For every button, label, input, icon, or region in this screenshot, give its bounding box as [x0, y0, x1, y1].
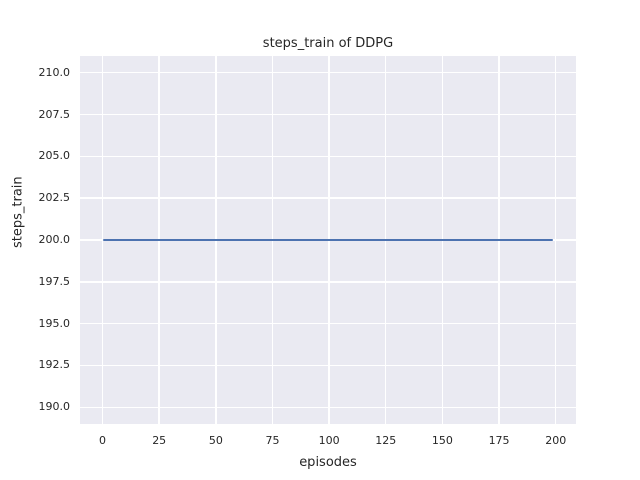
- x-tick-label: 50: [208, 434, 223, 447]
- gridline-horizontal: [80, 322, 576, 325]
- gridline-horizontal: [80, 197, 576, 199]
- x-tick-label: 0: [99, 434, 107, 447]
- y-tick-label: 197.5: [38, 274, 71, 288]
- x-tick-label: 150: [431, 434, 453, 447]
- gridline-horizontal: [80, 364, 576, 367]
- y-tick-label: 200.0: [38, 233, 71, 246]
- gridline-horizontal: [80, 281, 576, 283]
- gridline-horizontal: [80, 72, 576, 74]
- y-tick-label: 190.0: [38, 400, 71, 414]
- gridline-horizontal: [80, 155, 576, 158]
- x-tick-label: 125: [375, 434, 397, 447]
- y-tick-label: 207.5: [38, 107, 71, 121]
- x-axis-label: episodes: [299, 455, 357, 470]
- y-tick-label: 210.0: [38, 65, 71, 79]
- x-tick-label: 75: [265, 434, 280, 447]
- gridline-horizontal: [80, 406, 576, 408]
- plot-area: [80, 56, 576, 424]
- y-tick-label: 205.0: [38, 149, 71, 163]
- y-axis-label: steps_train: [10, 176, 26, 248]
- y-tick-label: 195.0: [38, 316, 71, 330]
- x-tick-label: 100: [318, 434, 340, 447]
- y-tick-label: 202.5: [38, 191, 71, 205]
- y-tick-label: 192.5: [38, 358, 71, 372]
- x-tick-label: 25: [152, 434, 167, 447]
- gridline-horizontal: [80, 113, 576, 116]
- data-line-steps_train: [102, 239, 554, 241]
- x-tick-label: 175: [488, 434, 510, 447]
- chart-title: steps_train of DDPG: [262, 36, 394, 51]
- x-tick-label: 200: [545, 434, 567, 447]
